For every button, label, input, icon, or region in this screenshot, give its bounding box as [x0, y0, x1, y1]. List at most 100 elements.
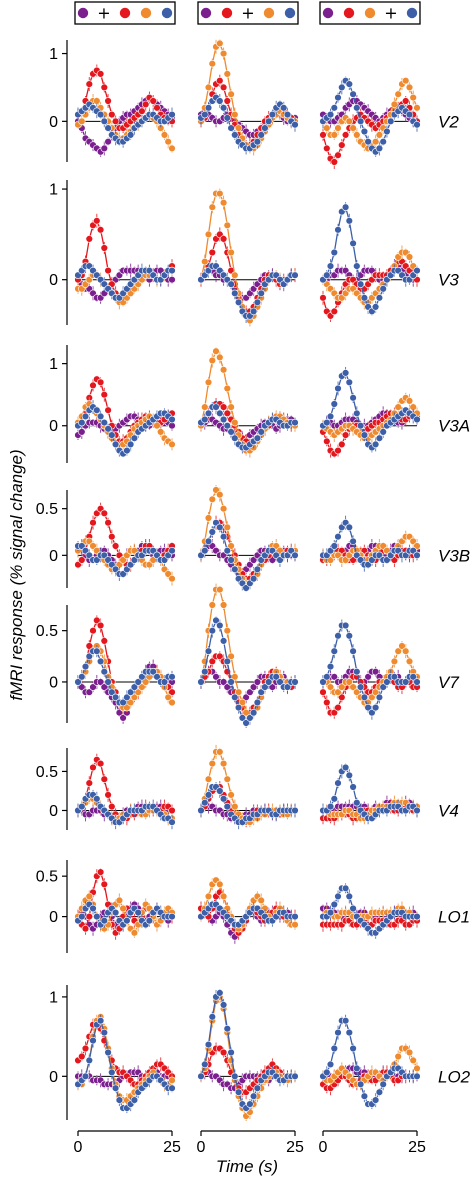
data-point-blue: [204, 104, 213, 112]
data-point-blue: [160, 678, 169, 686]
data-point-blue: [93, 795, 101, 803]
data-point-blue: [349, 647, 357, 655]
data-point-red: [219, 403, 228, 411]
data-point-orange: [227, 248, 235, 257]
data-point-orange: [409, 93, 417, 102]
data-point-blue: [291, 418, 299, 427]
data-point-orange: [204, 83, 213, 92]
data-point-blue: [334, 384, 342, 393]
data-point-blue: [330, 248, 338, 257]
data-point-blue: [413, 678, 421, 686]
data-point-orange: [353, 131, 361, 139]
data-point-blue: [349, 783, 357, 791]
data-point-blue: [280, 104, 288, 112]
legend-marker-blue: [283, 7, 296, 19]
data-point-blue: [319, 678, 327, 686]
data-point-red: [334, 151, 342, 159]
panel-row-v3b: 0.5 0 V3B: [36, 485, 470, 592]
y-tick-label: 0: [49, 1069, 58, 1086]
data-point-red: [93, 616, 101, 625]
data-point-red: [323, 144, 331, 153]
data-point-blue: [360, 294, 369, 302]
data-point-orange: [168, 574, 176, 583]
data-point-blue: [93, 647, 101, 655]
data-point-blue: [100, 667, 109, 676]
data-point-blue: [349, 904, 357, 913]
data-point-blue: [197, 678, 205, 686]
data-point-orange: [223, 221, 232, 230]
data-point-blue: [341, 884, 350, 892]
data-point-blue: [227, 280, 235, 288]
data-point-blue: [334, 532, 342, 541]
roi-label-v2: V2: [438, 112, 459, 131]
data-point-red: [104, 791, 112, 799]
data-point-blue: [349, 239, 357, 248]
data-point-blue: [356, 422, 365, 430]
panel-row-v3: 1 0 V3: [49, 180, 459, 327]
data-point-blue: [387, 117, 395, 126]
data-point-blue: [353, 798, 361, 807]
data-point-blue: [130, 1096, 139, 1104]
data-point-blue: [375, 144, 384, 153]
data-point-red: [142, 100, 150, 109]
data-point-blue: [219, 104, 228, 112]
data-point-blue: [78, 673, 86, 681]
panel-v2-col3: [319, 76, 421, 169]
legend-marker-orange: [139, 7, 152, 19]
data-point-blue: [227, 556, 235, 564]
panel-row-v2: 1 0 V2: [49, 39, 459, 169]
data-point-purple: [104, 138, 112, 146]
data-point-blue: [234, 298, 243, 306]
data-point-red: [138, 107, 146, 115]
data-point-orange: [208, 59, 217, 68]
data-point-orange: [334, 124, 342, 132]
data-point-orange: [345, 678, 353, 686]
series-purple: [74, 659, 176, 724]
data-point-blue: [345, 892, 353, 901]
data-point-blue: [119, 698, 127, 707]
data-point-blue: [253, 298, 262, 306]
data-point-orange: [349, 124, 357, 132]
data-point-orange: [208, 495, 217, 503]
panel-v7-col2: [197, 583, 299, 728]
data-point-purple: [96, 678, 105, 686]
data-point-purple: [219, 678, 228, 686]
data-point-blue: [115, 1096, 124, 1104]
data-point-blue: [330, 647, 338, 655]
data-point-blue: [413, 120, 421, 129]
legend-marker-orange: [363, 7, 376, 19]
panel-v7-col3: [319, 619, 421, 720]
data-point-orange: [85, 892, 94, 901]
data-point-red: [323, 698, 331, 707]
data-point-red: [96, 70, 105, 78]
data-point-blue: [334, 892, 342, 901]
data-point-blue: [168, 415, 176, 424]
data-point-blue: [93, 406, 101, 414]
data-point-orange: [349, 683, 357, 691]
data-point-orange: [168, 440, 176, 449]
panel-lo1-col3: [319, 883, 421, 939]
data-point-blue: [81, 1072, 90, 1081]
data-point-orange: [168, 144, 176, 153]
data-point-purple: [78, 428, 86, 436]
data-point-orange: [223, 523, 232, 531]
data-point-blue: [216, 97, 224, 105]
data-point-blue: [375, 294, 384, 302]
data-point-blue: [383, 127, 391, 136]
data-point-orange: [138, 683, 146, 691]
data-point-red: [89, 518, 97, 527]
legend-plus: +: [384, 4, 397, 23]
legend-marker-purple: [321, 7, 334, 19]
data-point-blue: [283, 110, 292, 119]
data-point-blue: [326, 908, 335, 917]
data-point-blue: [93, 912, 101, 921]
data-point-blue: [253, 565, 262, 573]
data-point-purple: [249, 683, 258, 691]
panel-lo2-col2: [197, 988, 299, 1122]
data-point-red: [100, 775, 109, 783]
data-point-blue: [126, 131, 135, 139]
data-point-blue: [104, 678, 112, 686]
data-point-orange: [78, 117, 86, 126]
legend-layer: + + +: [74, 1, 421, 25]
data-point-blue: [345, 378, 353, 386]
